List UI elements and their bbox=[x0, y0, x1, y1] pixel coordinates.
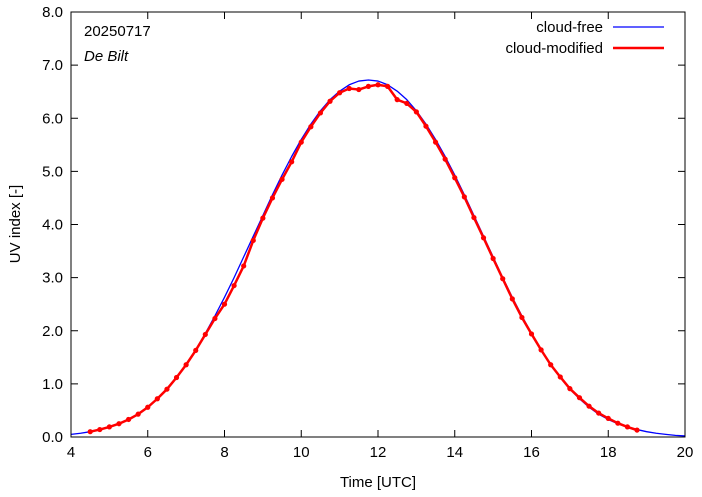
data-point-cloud-modified bbox=[337, 90, 343, 96]
data-point-cloud-modified bbox=[490, 255, 496, 262]
data-point-cloud-modified bbox=[241, 263, 247, 269]
data-point-cloud-modified bbox=[586, 403, 592, 409]
legend-label-cloud-modified: cloud-modified bbox=[505, 40, 603, 57]
y-axis-label: UV index [-] bbox=[7, 185, 24, 263]
data-point-cloud-modified bbox=[317, 110, 324, 116]
legend: cloud-free cloud-modified bbox=[505, 19, 664, 57]
data-point-cloud-modified bbox=[135, 411, 141, 417]
x-tick-label: 10 bbox=[293, 444, 310, 461]
data-point-cloud-modified bbox=[193, 347, 199, 354]
data-point-cloud-modified bbox=[202, 331, 208, 338]
data-point-cloud-modified bbox=[269, 195, 276, 201]
data-point-cloud-modified bbox=[500, 276, 506, 282]
data-point-cloud-modified bbox=[154, 396, 160, 402]
data-point-cloud-modified bbox=[519, 314, 525, 321]
y-tick-label: 0.0 bbox=[42, 429, 63, 446]
data-point-cloud-modified bbox=[173, 374, 180, 381]
data-point-cloud-modified bbox=[461, 194, 467, 200]
x-tick-label: 4 bbox=[67, 444, 75, 461]
data-point-cloud-modified bbox=[480, 235, 487, 241]
data-point-cloud-modified bbox=[567, 386, 573, 392]
data-point-cloud-modified bbox=[528, 331, 535, 337]
data-point-cloud-modified bbox=[346, 85, 352, 92]
data-point-cloud-modified bbox=[471, 214, 477, 221]
data-point-cloud-modified bbox=[116, 421, 122, 427]
y-tick-label: 7.0 bbox=[42, 57, 63, 74]
data-point-cloud-modified bbox=[87, 429, 93, 435]
data-point-cloud-modified bbox=[423, 123, 429, 129]
data-point-cloud-modified bbox=[231, 282, 237, 289]
data-point-cloud-modified bbox=[106, 424, 112, 430]
data-point-cloud-modified bbox=[327, 98, 333, 104]
data-point-cloud-modified bbox=[384, 83, 391, 89]
y-tick-label: 5.0 bbox=[42, 163, 63, 180]
legend-label-cloud-free: cloud-free bbox=[536, 19, 603, 36]
data-point-cloud-modified bbox=[432, 139, 439, 145]
data-point-cloud-modified bbox=[164, 386, 170, 392]
series-layer bbox=[70, 79, 686, 437]
data-point-cloud-modified bbox=[183, 362, 189, 368]
plot-frame bbox=[70, 11, 686, 438]
data-point-cloud-modified bbox=[250, 237, 256, 244]
x-tick-label: 16 bbox=[523, 444, 540, 461]
data-point-cloud-modified bbox=[260, 215, 266, 221]
y-tick-label: 3.0 bbox=[42, 270, 63, 287]
data-point-cloud-modified bbox=[413, 109, 419, 115]
y-tick-label: 6.0 bbox=[42, 110, 63, 127]
x-tick-label: 6 bbox=[144, 444, 152, 461]
y-tick-label: 1.0 bbox=[42, 376, 63, 393]
data-point-cloud-modified bbox=[624, 424, 631, 430]
series-line-cloud-modified bbox=[89, 83, 638, 433]
y-tick-label: 2.0 bbox=[42, 323, 63, 340]
data-point-cloud-modified bbox=[548, 362, 554, 368]
data-point-cloud-modified bbox=[615, 420, 621, 426]
data-point-cloud-modified bbox=[375, 82, 381, 88]
data-point-cloud-modified bbox=[634, 427, 640, 433]
data-point-cloud-modified bbox=[557, 374, 563, 380]
data-point-cloud-modified bbox=[576, 395, 583, 401]
station-annotation: De Bilt bbox=[84, 48, 129, 65]
data-point-cloud-modified bbox=[97, 426, 103, 433]
x-tick-label: 14 bbox=[446, 444, 463, 461]
data-point-cloud-modified bbox=[212, 315, 218, 322]
data-point-cloud-modified bbox=[394, 97, 400, 103]
ticks-layer: 4 6 8 10 12 14 16 18 20 0.0 1.0 2.0 3.0 4.0 5.0 6.0 7.0 8… bbox=[42, 4, 693, 461]
data-point-cloud-modified bbox=[279, 176, 285, 182]
data-point-cloud-modified bbox=[605, 415, 611, 422]
x-tick-label: 18 bbox=[600, 444, 617, 461]
data-point-cloud-modified bbox=[365, 83, 372, 89]
data-point-cloud-modified bbox=[452, 175, 458, 181]
x-axis-label: Time [UTC] bbox=[340, 474, 416, 491]
data-point-cloud-modified bbox=[596, 410, 602, 416]
data-point-cloud-modified bbox=[538, 347, 544, 353]
data-point-cloud-modified bbox=[442, 156, 448, 162]
x-tick-label: 8 bbox=[220, 444, 228, 461]
data-point-cloud-modified bbox=[308, 124, 314, 130]
data-point-cloud-modified bbox=[221, 301, 228, 307]
y-tick-label: 4.0 bbox=[42, 217, 63, 234]
y-tick-label: 8.0 bbox=[42, 4, 63, 21]
data-point-cloud-modified bbox=[298, 139, 304, 145]
date-annotation: 20250717 bbox=[84, 23, 151, 40]
x-tick-label: 20 bbox=[677, 444, 694, 461]
data-point-cloud-modified bbox=[509, 296, 515, 302]
data-point-cloud-modified bbox=[356, 86, 362, 93]
data-point-cloud-modified bbox=[125, 416, 132, 423]
data-point-cloud-modified bbox=[145, 404, 151, 410]
x-tick-label: 12 bbox=[370, 444, 387, 461]
data-point-cloud-modified bbox=[289, 159, 295, 165]
data-point-cloud-modified bbox=[404, 100, 410, 106]
